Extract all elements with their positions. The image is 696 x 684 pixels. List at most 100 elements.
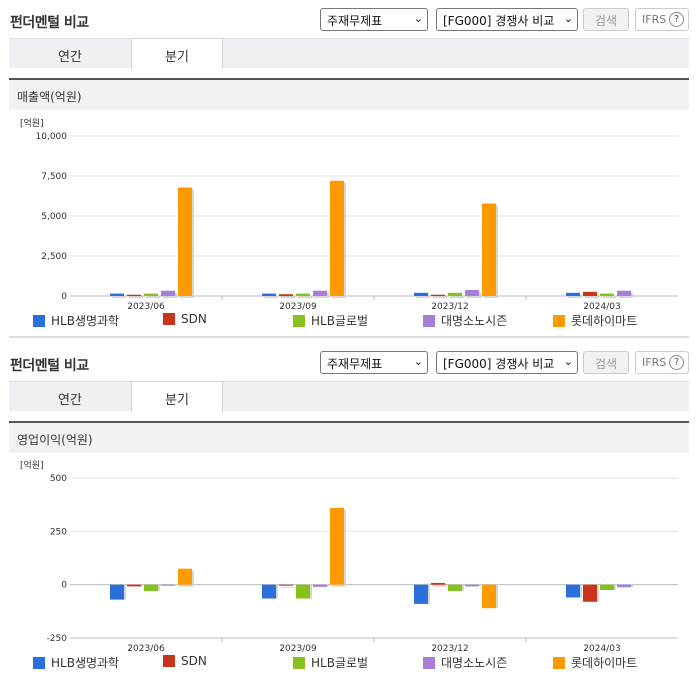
- legend-item[interactable]: HLB글로벌: [293, 654, 368, 671]
- bar-롯데하이마트-2023/09[interactable]: [330, 180, 344, 296]
- legend-swatch: [163, 655, 175, 667]
- search-button[interactable]: 검색: [583, 351, 629, 374]
- bar-대명소노시즌-2023/12[interactable]: [465, 289, 479, 296]
- chart-title: 매출액(억원): [17, 90, 82, 104]
- bar-SDN-2023/09[interactable]: [279, 294, 293, 296]
- bar-HLB생명과학-2024/03[interactable]: [566, 584, 580, 598]
- legend-item[interactable]: HLB생명과학: [33, 312, 119, 329]
- legend-swatch: [163, 313, 175, 325]
- legend-item[interactable]: HLB글로벌: [293, 312, 368, 329]
- legend-label: HLB글로벌: [311, 656, 369, 670]
- bar-롯데하이마트-2023/09[interactable]: [330, 507, 344, 585]
- bar-shadow: [450, 294, 464, 298]
- bar-대명소노시즌-2023/09[interactable]: [313, 290, 327, 296]
- peer-compare-select[interactable]: [FG000] 경쟁사 비교 ⌄: [436, 351, 578, 374]
- bar-롯데하이마트-2023/06[interactable]: [178, 568, 192, 585]
- y-tick-label: -250: [47, 634, 68, 644]
- x-tick-label: 2024/03: [583, 644, 620, 654]
- bar-SDN-2023/12[interactable]: [431, 294, 445, 296]
- bar-shadow: [433, 296, 447, 298]
- search-button[interactable]: 검색: [583, 8, 629, 31]
- tab-quarterly[interactable]: 분기: [131, 381, 223, 412]
- bar-SDN-2023/09[interactable]: [279, 584, 293, 586]
- bar-대명소노시즌-2023/06[interactable]: [161, 584, 175, 586]
- section-divider: [9, 336, 689, 338]
- bar-HLB글로벌-2023/09[interactable]: [296, 584, 310, 599]
- legend-label: SDN: [181, 654, 207, 668]
- legend-swatch: [33, 657, 45, 669]
- tab-annual[interactable]: 연간: [58, 393, 82, 408]
- legend-swatch: [553, 315, 565, 327]
- legend-item[interactable]: HLB생명과학: [33, 654, 119, 671]
- statement-type-select[interactable]: 주재무제표 ⌄: [320, 351, 428, 374]
- chevron-down-icon: ⌄: [413, 12, 423, 25]
- bar-롯데하이마트-2023/12[interactable]: [482, 584, 496, 609]
- period-tabs: 연간 분기: [9, 38, 689, 69]
- bar-HLB생명과학-2023/06[interactable]: [110, 584, 124, 600]
- bar-SDN-2023/12[interactable]: [431, 582, 445, 585]
- bar-shadow: [568, 294, 582, 298]
- tab-quarterly[interactable]: 분기: [131, 38, 223, 69]
- y-tick-label: 0: [61, 292, 67, 302]
- statement-type-select[interactable]: 주재무제표 ⌄: [320, 8, 428, 31]
- legend-swatch: [423, 657, 435, 669]
- bar-HLB글로벌-2023/06[interactable]: [144, 293, 158, 296]
- bar-대명소노시즌-2024/03[interactable]: [617, 290, 631, 296]
- ifrs-label: IFRS: [642, 356, 667, 369]
- legend-swatch: [423, 315, 435, 327]
- bar-shadow: [433, 584, 447, 587]
- bar-HLB생명과학-2023/06[interactable]: [110, 293, 124, 296]
- legend-label: 대명소노시즌: [441, 656, 508, 670]
- y-unit-label: [억원]: [20, 459, 44, 471]
- peer-compare-select[interactable]: [FG000] 경쟁사 비교 ⌄: [436, 8, 578, 31]
- x-tick-label: 2023/06: [127, 644, 165, 654]
- tab-annual[interactable]: 연간: [58, 50, 82, 65]
- y-tick-label: 7,500: [41, 172, 67, 182]
- bar-롯데하이마트-2023/12[interactable]: [482, 203, 496, 296]
- bar-대명소노시즌-2023/09[interactable]: [313, 584, 327, 587]
- bar-HLB글로벌-2023/06[interactable]: [144, 584, 158, 592]
- chart-legend: HLB생명과학 SDN HLB글로벌 대명소노시즌 롯데하이마트: [0, 312, 696, 330]
- bar-HLB글로벌-2023/12[interactable]: [448, 584, 462, 592]
- legend-label: SDN: [181, 312, 207, 326]
- legend-item[interactable]: 대명소노시즌: [423, 654, 507, 671]
- bar-롯데하이마트-2023/06[interactable]: [178, 187, 192, 296]
- peer-compare-value: [FG000] 경쟁사 비교: [443, 14, 555, 28]
- bar-HLB생명과학-2023/09[interactable]: [262, 293, 276, 296]
- legend-label: HLB생명과학: [51, 314, 120, 328]
- bar-HLB글로벌-2024/03[interactable]: [600, 584, 614, 590]
- bar-shadow: [602, 295, 616, 298]
- chart-legend: HLB생명과학 SDN HLB글로벌 대명소노시즌 롯데하이마트: [0, 654, 696, 672]
- bar-대명소노시즌-2024/03[interactable]: [617, 584, 631, 588]
- ifrs-label: IFRS: [642, 13, 667, 26]
- legend-item[interactable]: 대명소노시즌: [423, 312, 507, 329]
- legend-label: HLB글로벌: [311, 314, 369, 328]
- y-tick-label: 0: [61, 581, 67, 591]
- bar-HLB글로벌-2023/09[interactable]: [296, 293, 310, 296]
- bar-HLB생명과학-2023/09[interactable]: [262, 584, 276, 599]
- bar-SDN-2023/06[interactable]: [127, 294, 141, 296]
- ifrs-help-button[interactable]: IFRS ?: [635, 8, 689, 31]
- ifrs-help-button[interactable]: IFRS ?: [635, 351, 689, 374]
- bar-대명소노시즌-2023/06[interactable]: [161, 290, 175, 296]
- bar-SDN-2024/03[interactable]: [583, 584, 597, 602]
- chevron-down-icon: ⌄: [413, 355, 423, 368]
- bar-SDN-2024/03[interactable]: [583, 291, 597, 296]
- bar-HLB생명과학-2023/12[interactable]: [414, 292, 428, 296]
- legend-item[interactable]: SDN: [163, 654, 207, 668]
- legend-item[interactable]: 롯데하이마트: [553, 312, 637, 329]
- bar-HLB글로벌-2024/03[interactable]: [600, 293, 614, 296]
- bar-대명소노시즌-2023/12[interactable]: [465, 584, 479, 587]
- statement-type-value: 주재무제표: [327, 357, 383, 371]
- legend-label: 롯데하이마트: [571, 656, 638, 670]
- legend-item[interactable]: 롯데하이마트: [553, 654, 637, 671]
- legend-item[interactable]: SDN: [163, 312, 207, 326]
- bar-HLB생명과학-2023/12[interactable]: [414, 584, 428, 604]
- bar-SDN-2023/06[interactable]: [127, 584, 141, 587]
- bar-HLB생명과학-2024/03[interactable]: [566, 292, 580, 296]
- bar-HLB글로벌-2023/12[interactable]: [448, 292, 462, 296]
- fundamental-section-sales: 펀더멘털 비교 주재무제표 ⌄ [FG000] 경쟁사 비교 ⌄ 검색 IFRS…: [0, 8, 696, 330]
- y-tick-label: 10,000: [36, 132, 68, 142]
- bar-shadow: [146, 295, 160, 298]
- help-icon: ?: [669, 12, 684, 27]
